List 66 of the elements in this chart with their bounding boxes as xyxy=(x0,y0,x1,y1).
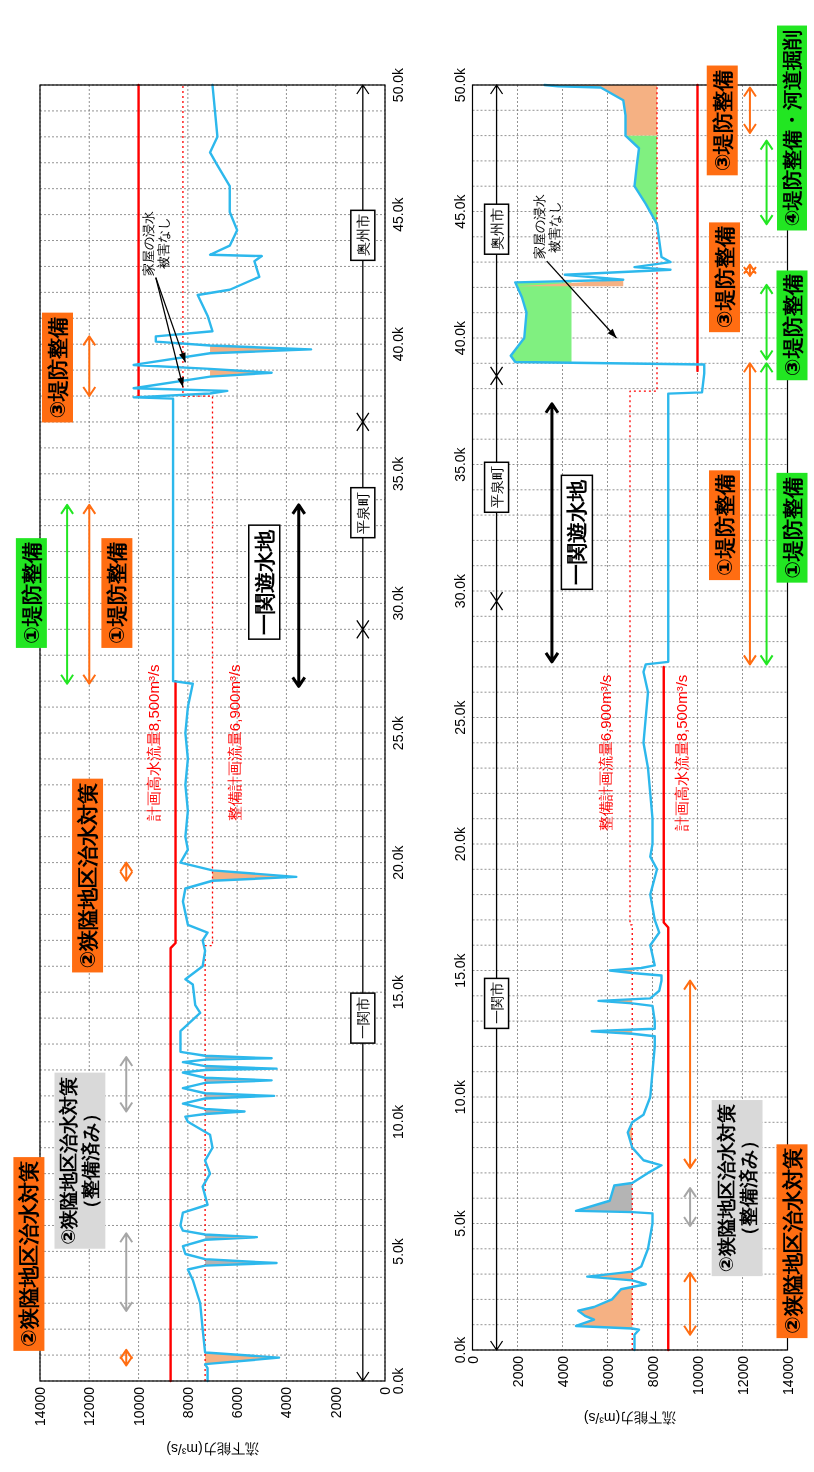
annotation: ②狭隘地区治水対策（整備済み） xyxy=(715,1104,759,1273)
annotation: 平泉町 xyxy=(354,491,371,534)
annotation: ③堤防整備 xyxy=(710,69,734,172)
x-tick-label: 12000 xyxy=(81,1386,98,1426)
x-tick-label: 6000 xyxy=(599,1355,616,1388)
y-tick-label: 45.0k xyxy=(390,196,406,232)
y-tick-label: 5.0k xyxy=(390,1237,406,1265)
annotation: ③堤防整備 xyxy=(713,226,736,329)
x-tick-label: 0 xyxy=(377,1386,393,1395)
y-tick-label: 25.0k xyxy=(451,699,468,735)
annotation: ①堤防整備 xyxy=(105,542,129,644)
x-tick-label: 2000 xyxy=(509,1355,526,1388)
annotation: ③堤防整備 xyxy=(780,274,804,377)
annotation: 一関遊水地 xyxy=(252,529,276,636)
y-tick-label: 35.0k xyxy=(451,446,468,482)
y-tick-label: 5.0k xyxy=(451,1209,468,1237)
x-tick-label: 14000 xyxy=(32,1386,48,1426)
annotation: 一関市 xyxy=(488,982,505,1025)
y-tick-label: 40.0k xyxy=(451,319,468,356)
annotation: 一関遊水地 xyxy=(565,479,589,586)
annotation: 家屋の浸水被害なし xyxy=(531,194,562,260)
y-tick-label: 40.0k xyxy=(390,326,406,362)
x-tick-label: 12000 xyxy=(734,1355,751,1395)
text: 整備計画流量6,900m³/s xyxy=(596,674,614,832)
x-axis-title: 流下能力(m³/s) xyxy=(166,1441,259,1457)
x-tick-label: 10000 xyxy=(130,1386,147,1426)
y-tick-label: 50.0k xyxy=(451,66,468,103)
x-axis-title: 流下能力(m³/s) xyxy=(583,1410,677,1426)
x-tick-label: 8000 xyxy=(179,1386,196,1419)
x-tick-label: 4000 xyxy=(554,1355,571,1388)
y-tick-label: 15.0k xyxy=(451,952,468,988)
annotation: 家屋の浸水被害なし xyxy=(140,210,171,276)
x-tick-label: 6000 xyxy=(229,1386,246,1419)
y-tick-label: 15.0k xyxy=(390,974,406,1010)
annotation: ③堤防整備 xyxy=(46,316,69,419)
x-tick-label: 2000 xyxy=(327,1386,344,1419)
annotation: ④堤防整備・河道掘削 xyxy=(781,29,803,227)
y-tick-label: 50.0k xyxy=(390,66,406,103)
x-tick-label: 10000 xyxy=(689,1355,706,1395)
y-tick-label: 20.0k xyxy=(390,844,406,880)
x-tick-label: 4000 xyxy=(278,1386,295,1419)
y-tick-label: 30.0k xyxy=(390,585,406,621)
y-tick-label: 10.0k xyxy=(451,1078,468,1115)
annotation: ②狭隘地区治水対策 xyxy=(76,782,100,969)
annotation: 奥州市 xyxy=(488,208,505,251)
annotation: 一関市 xyxy=(354,997,371,1040)
y-tick-label: 25.0k xyxy=(390,714,406,751)
annotation: 平泉町 xyxy=(488,466,505,509)
y-tick-label: 20.0k xyxy=(451,825,468,862)
text: 整備計画流量6,900m³/s xyxy=(226,664,244,822)
annotation: ①堤防整備 xyxy=(780,476,804,579)
annotation: 奥州市 xyxy=(354,214,371,257)
annotation: ②狭隘地区治水対策（整備済み） xyxy=(58,1076,102,1245)
y-tick-label: 30.0k xyxy=(451,572,468,609)
x-tick-label: 14000 xyxy=(779,1355,796,1395)
annotation: ②狭隘地区治水対策 xyxy=(17,1161,41,1347)
annotation: ①堤防整備 xyxy=(19,542,43,644)
annotation: ①堤防整備 xyxy=(713,474,736,577)
text: 計画高水流量8,500m³/s xyxy=(144,664,162,822)
y-tick-label: 45.0k xyxy=(451,193,468,229)
x-tick-label: 8000 xyxy=(644,1355,661,1388)
y-tick-label: 0.0k xyxy=(390,1366,406,1395)
annotation: ②狭隘地区治水対策 xyxy=(780,1148,804,1335)
text: 計画高水流量8,500m³/s xyxy=(673,674,691,832)
y-tick-label: 10.0k xyxy=(390,1103,406,1139)
y-tick-label: 35.0k xyxy=(390,455,406,491)
